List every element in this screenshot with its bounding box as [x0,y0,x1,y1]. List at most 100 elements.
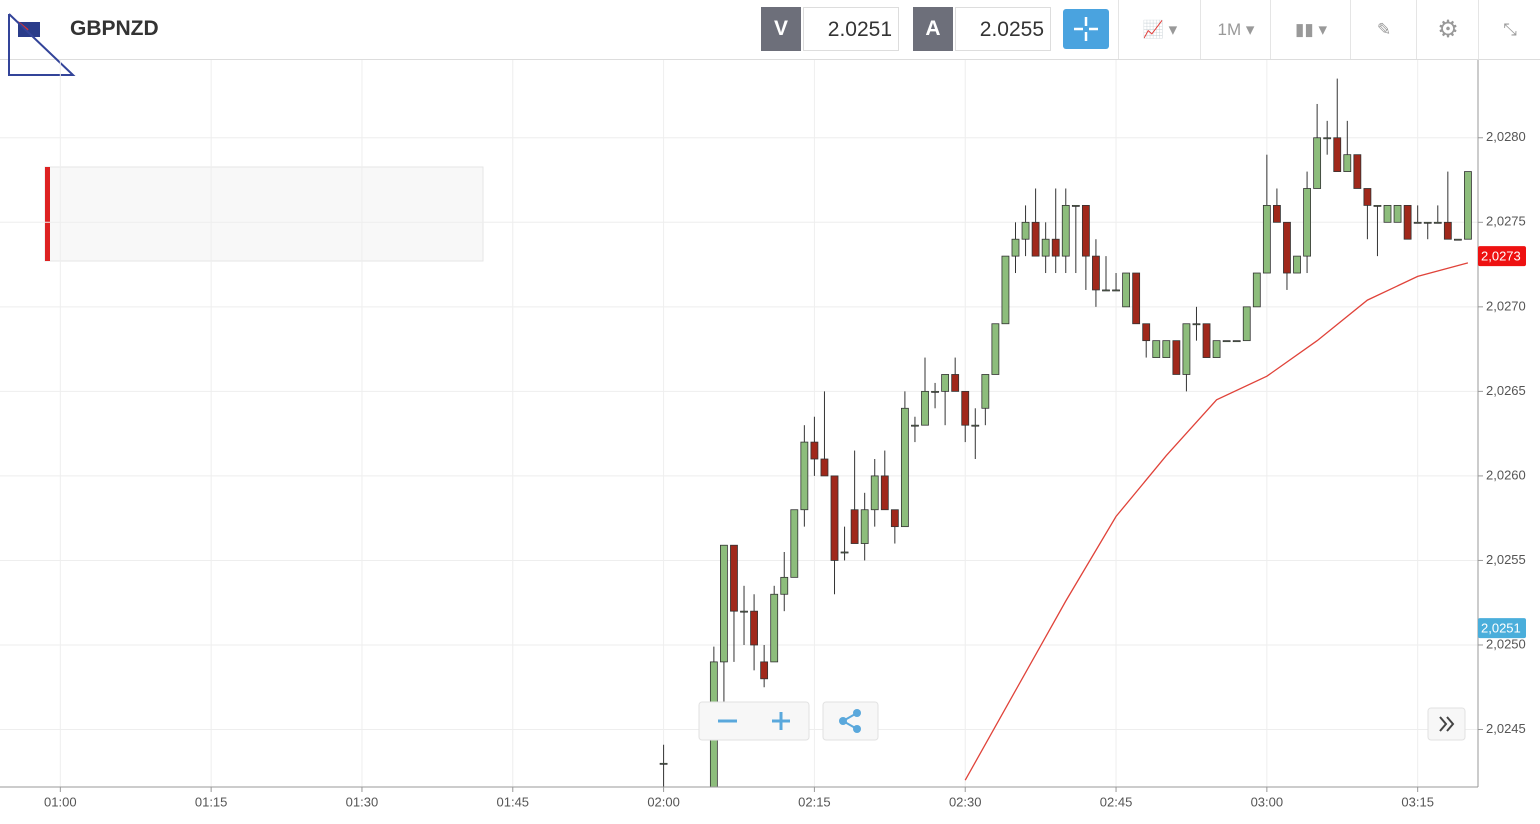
x-tick-label: 01:45 [497,794,530,809]
candle-body [1142,323,1151,342]
y-tick-label: 2,0260 [1486,467,1526,482]
candle-body [1092,255,1100,291]
candle-body [730,544,738,612]
timeframe-button[interactable]: 1M ▾ [1200,0,1271,59]
x-tick-label: 03:15 [1401,794,1434,809]
candle-body [1172,340,1181,375]
candle-body [931,390,939,393]
candle-body [1363,188,1372,206]
candle-body [1443,221,1452,240]
candle-body [810,441,819,460]
candle-body [659,762,668,765]
candle-body [1132,272,1141,325]
candle-body [1383,204,1392,223]
candle-body [740,610,748,613]
candle-body [1222,340,1231,343]
y-tick-label: 2,0245 [1486,721,1526,736]
bid-label: V [761,7,801,51]
crosshair-button[interactable] [1063,9,1109,49]
candle-body [1102,289,1110,292]
candle-body [840,551,849,554]
candle-body [1273,204,1281,223]
candle-body [1333,137,1342,172]
candle-body [1293,255,1301,274]
candle-body [1413,221,1422,224]
candle-body [1122,272,1130,308]
candle-body [981,374,990,409]
candle-body [760,661,769,680]
candle-body [1242,306,1251,342]
price-marker-label: 2,0273 [1481,249,1521,264]
toolbar: GBPNZD V 2.0251 A 2.0255 📈 ▾ 1M ▾ ▮▮ ▾ ✎… [0,0,1540,76]
candle-body [1011,238,1020,257]
candle-body [961,390,970,426]
candle-body [991,323,1000,375]
draw-button[interactable]: ✎ [1350,0,1417,59]
chart: 2,0245 2,0250 2,0255 2,0260 2,0265 2,0270 2,02… [0,60,1526,809]
x-tick-label: 02:00 [647,794,680,809]
collapse-button[interactable]: ⤡ [1478,0,1540,59]
candle-body [1262,204,1271,274]
candle-body [1343,154,1352,172]
timeframe: 1M [1217,20,1242,39]
candle-body [1112,289,1120,292]
candle-body [951,374,960,392]
ask-label: A [913,7,953,51]
zoom-controls [698,701,1466,741]
candle-body [720,544,728,663]
candle-body [860,509,869,544]
candle-body [1423,221,1432,224]
settings-button[interactable]: ⚙ [1416,0,1479,59]
y-tick-label: 2,0275 [1486,214,1526,229]
ask-price: 2.0255 [955,7,1051,51]
share-button[interactable] [822,701,879,741]
candle-body [1303,188,1311,257]
candle-body [1021,221,1030,240]
candle-body [911,424,919,427]
candle-body [1283,221,1291,274]
candle-body [1202,323,1211,358]
candle-body [900,407,909,528]
candle-body [1403,204,1412,240]
candle-body [1061,204,1070,257]
chart-type-button[interactable]: 📈 ▾ [1118,0,1201,59]
candle-body [1192,323,1201,326]
candle-body [1152,340,1161,358]
candle-body [890,509,899,528]
candle-body [830,475,839,561]
candle-body [1464,171,1472,240]
bid-price: 2.0251 [803,7,899,51]
candle-body [1001,255,1010,325]
candle-body [1031,221,1040,257]
candle-body [1071,204,1080,207]
y-tick-label: 2,0265 [1486,383,1526,398]
candle-body [800,441,809,511]
candle-body [820,458,829,477]
info-panel [44,166,484,262]
candle-body [870,475,879,511]
moving-average-line [964,262,1469,781]
info-panel-accent [45,167,50,261]
zoom-buttons[interactable] [698,701,810,741]
x-tick-label: 02:15 [798,794,831,809]
candle-body [1212,340,1221,358]
price-marker [1478,618,1526,639]
candle-body [1323,137,1332,140]
x-tick-label: 02:45 [1100,794,1133,809]
x-tick-label: 01:15 [195,794,228,809]
candle-body [1162,340,1171,358]
symbol: GBPNZD [70,17,159,40]
candle-body [971,424,980,427]
candle-body [1252,272,1261,308]
candle-body [1433,221,1442,224]
x-tick-label: 02:30 [949,794,982,809]
candle-button[interactable]: ▮▮ ▾ [1270,0,1351,59]
candle-body [1393,204,1402,223]
candle-body [921,390,929,426]
candle-body [850,509,859,544]
candle-body [1353,154,1362,189]
candle-body [1051,238,1060,257]
candle-body [790,509,799,578]
candle-body [1232,340,1241,343]
candle-body [770,593,779,663]
